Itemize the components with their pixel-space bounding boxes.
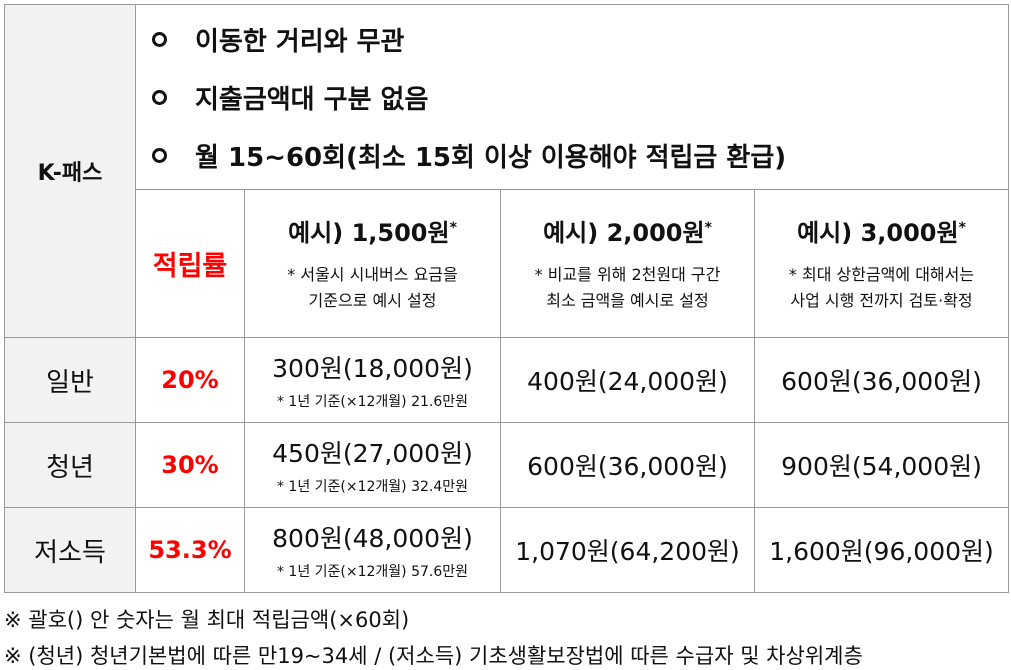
feature-text: 이동한 거리와 무관: [195, 26, 405, 57]
row-label: 저소득: [4, 507, 136, 593]
example-note-line2: 사업 시행 전까지 검토·확정: [790, 291, 973, 310]
kpass-table: K-패스 이동한 거리와 무관 지출금액대 구분 없음 월 15~60회(최소 …: [4, 4, 1010, 593]
table-row: 저소득 53.3% 800원(48,000원) * 1년 기준(×12개월) 5…: [4, 507, 1010, 593]
annual-note: * 1년 기준(×12개월) 21.6만원: [276, 394, 469, 410]
circle-bullet-icon: [152, 89, 167, 105]
rate-value: 30%: [135, 422, 245, 508]
amount-cell: 450원(27,000원) * 1년 기준(×12개월) 32.4만원: [244, 422, 501, 508]
feature-item: 월 15~60회(최소 15회 이상 이용해야 적립금 환급): [150, 126, 1008, 184]
header-row: K-패스 이동한 거리와 무관 지출금액대 구분 없음 월 15~60회(최소 …: [4, 4, 1010, 338]
amount-value: 450원(27,000원): [272, 439, 473, 468]
rate-value: 53.3%: [135, 507, 245, 593]
example-note-line1: * 비교를 위해 2천원대 구간: [534, 265, 721, 284]
example-header-1: 예시) 1,500원* * 서울시 시내버스 요금을 기준으로 예시 설정: [244, 189, 501, 338]
asterisk-mark: *: [449, 220, 457, 236]
example-title: 예시) 1,500원: [288, 219, 450, 247]
circle-bullet-icon: [152, 31, 167, 47]
feature-list: 이동한 거리와 무관 지출금액대 구분 없음 월 15~60회(최소 15회 이…: [134, 4, 1010, 190]
amount-value: 600원(36,000원): [753, 337, 1010, 423]
amount-value: 800원(48,000원): [272, 524, 473, 553]
asterisk-mark: *: [704, 220, 712, 236]
table-row: 청년 30% 450원(27,000원) * 1년 기준(×12개월) 32.4…: [4, 422, 1010, 508]
example-header-3: 예시) 3,000원* * 최대 상한금액에 대해서는 사업 시행 전까지 검토…: [753, 189, 1010, 338]
row-label: 일반: [4, 337, 136, 423]
feature-text: 월 15~60회(최소 15회 이상 이용해야 적립금 환급): [195, 142, 787, 173]
amount-value: 600원(36,000원): [500, 422, 755, 508]
footnote-parentheses: ※ 괄호() 안 숫자는 월 최대 적립금액(×60회): [4, 608, 410, 632]
example-note-line1: * 서울시 시내버스 요금을: [287, 265, 458, 284]
feature-item: 이동한 거리와 무관: [150, 10, 1008, 68]
kpass-label: K-패스: [4, 4, 136, 338]
example-title: 예시) 2,000원: [543, 219, 705, 247]
amount-value: 1,600원(96,000원): [753, 507, 1010, 593]
example-header-row: 적립률 예시) 1,500원* * 서울시 시내버스 요금을 기준으로 예시 설…: [5, 189, 1010, 338]
feature-item: 지출금액대 구분 없음: [150, 68, 1008, 126]
example-note-line1: * 최대 상한금액에 대해서는: [788, 265, 975, 284]
asterisk-mark: *: [958, 220, 966, 236]
footnote-eligibility: ※ (청년) 청년기본법에 따른 만19~34세 / (저소득) 기초생활보장법…: [4, 644, 863, 668]
amount-cell: 800원(48,000원) * 1년 기준(×12개월) 57.6만원: [244, 507, 501, 593]
amount-value: 900원(54,000원): [753, 422, 1010, 508]
rate-column-header: 적립률: [135, 189, 245, 338]
annual-note: * 1년 기준(×12개월) 57.6만원: [276, 564, 469, 580]
example-title: 예시) 3,000원: [797, 219, 959, 247]
feature-text: 지출금액대 구분 없음: [195, 84, 429, 115]
row-label: 청년: [4, 422, 136, 508]
amount-value: 300원(18,000원): [272, 354, 473, 383]
annual-note: * 1년 기준(×12개월) 32.4만원: [276, 479, 469, 495]
circle-bullet-icon: [152, 147, 167, 163]
amount-value: 400원(24,000원): [500, 337, 755, 423]
example-note-line2: 최소 금액을 예시로 설정: [546, 291, 709, 310]
amount-cell: 300원(18,000원) * 1년 기준(×12개월) 21.6만원: [244, 337, 501, 423]
table-row: 일반 20% 300원(18,000원) * 1년 기준(×12개월) 21.6…: [4, 337, 1010, 423]
example-note-line2: 기준으로 예시 설정: [308, 291, 437, 310]
amount-value: 1,070원(64,200원): [500, 507, 755, 593]
rate-value: 20%: [135, 337, 245, 423]
example-header-2: 예시) 2,000원* * 비교를 위해 2천원대 구간 최소 금액을 예시로 …: [500, 189, 755, 338]
